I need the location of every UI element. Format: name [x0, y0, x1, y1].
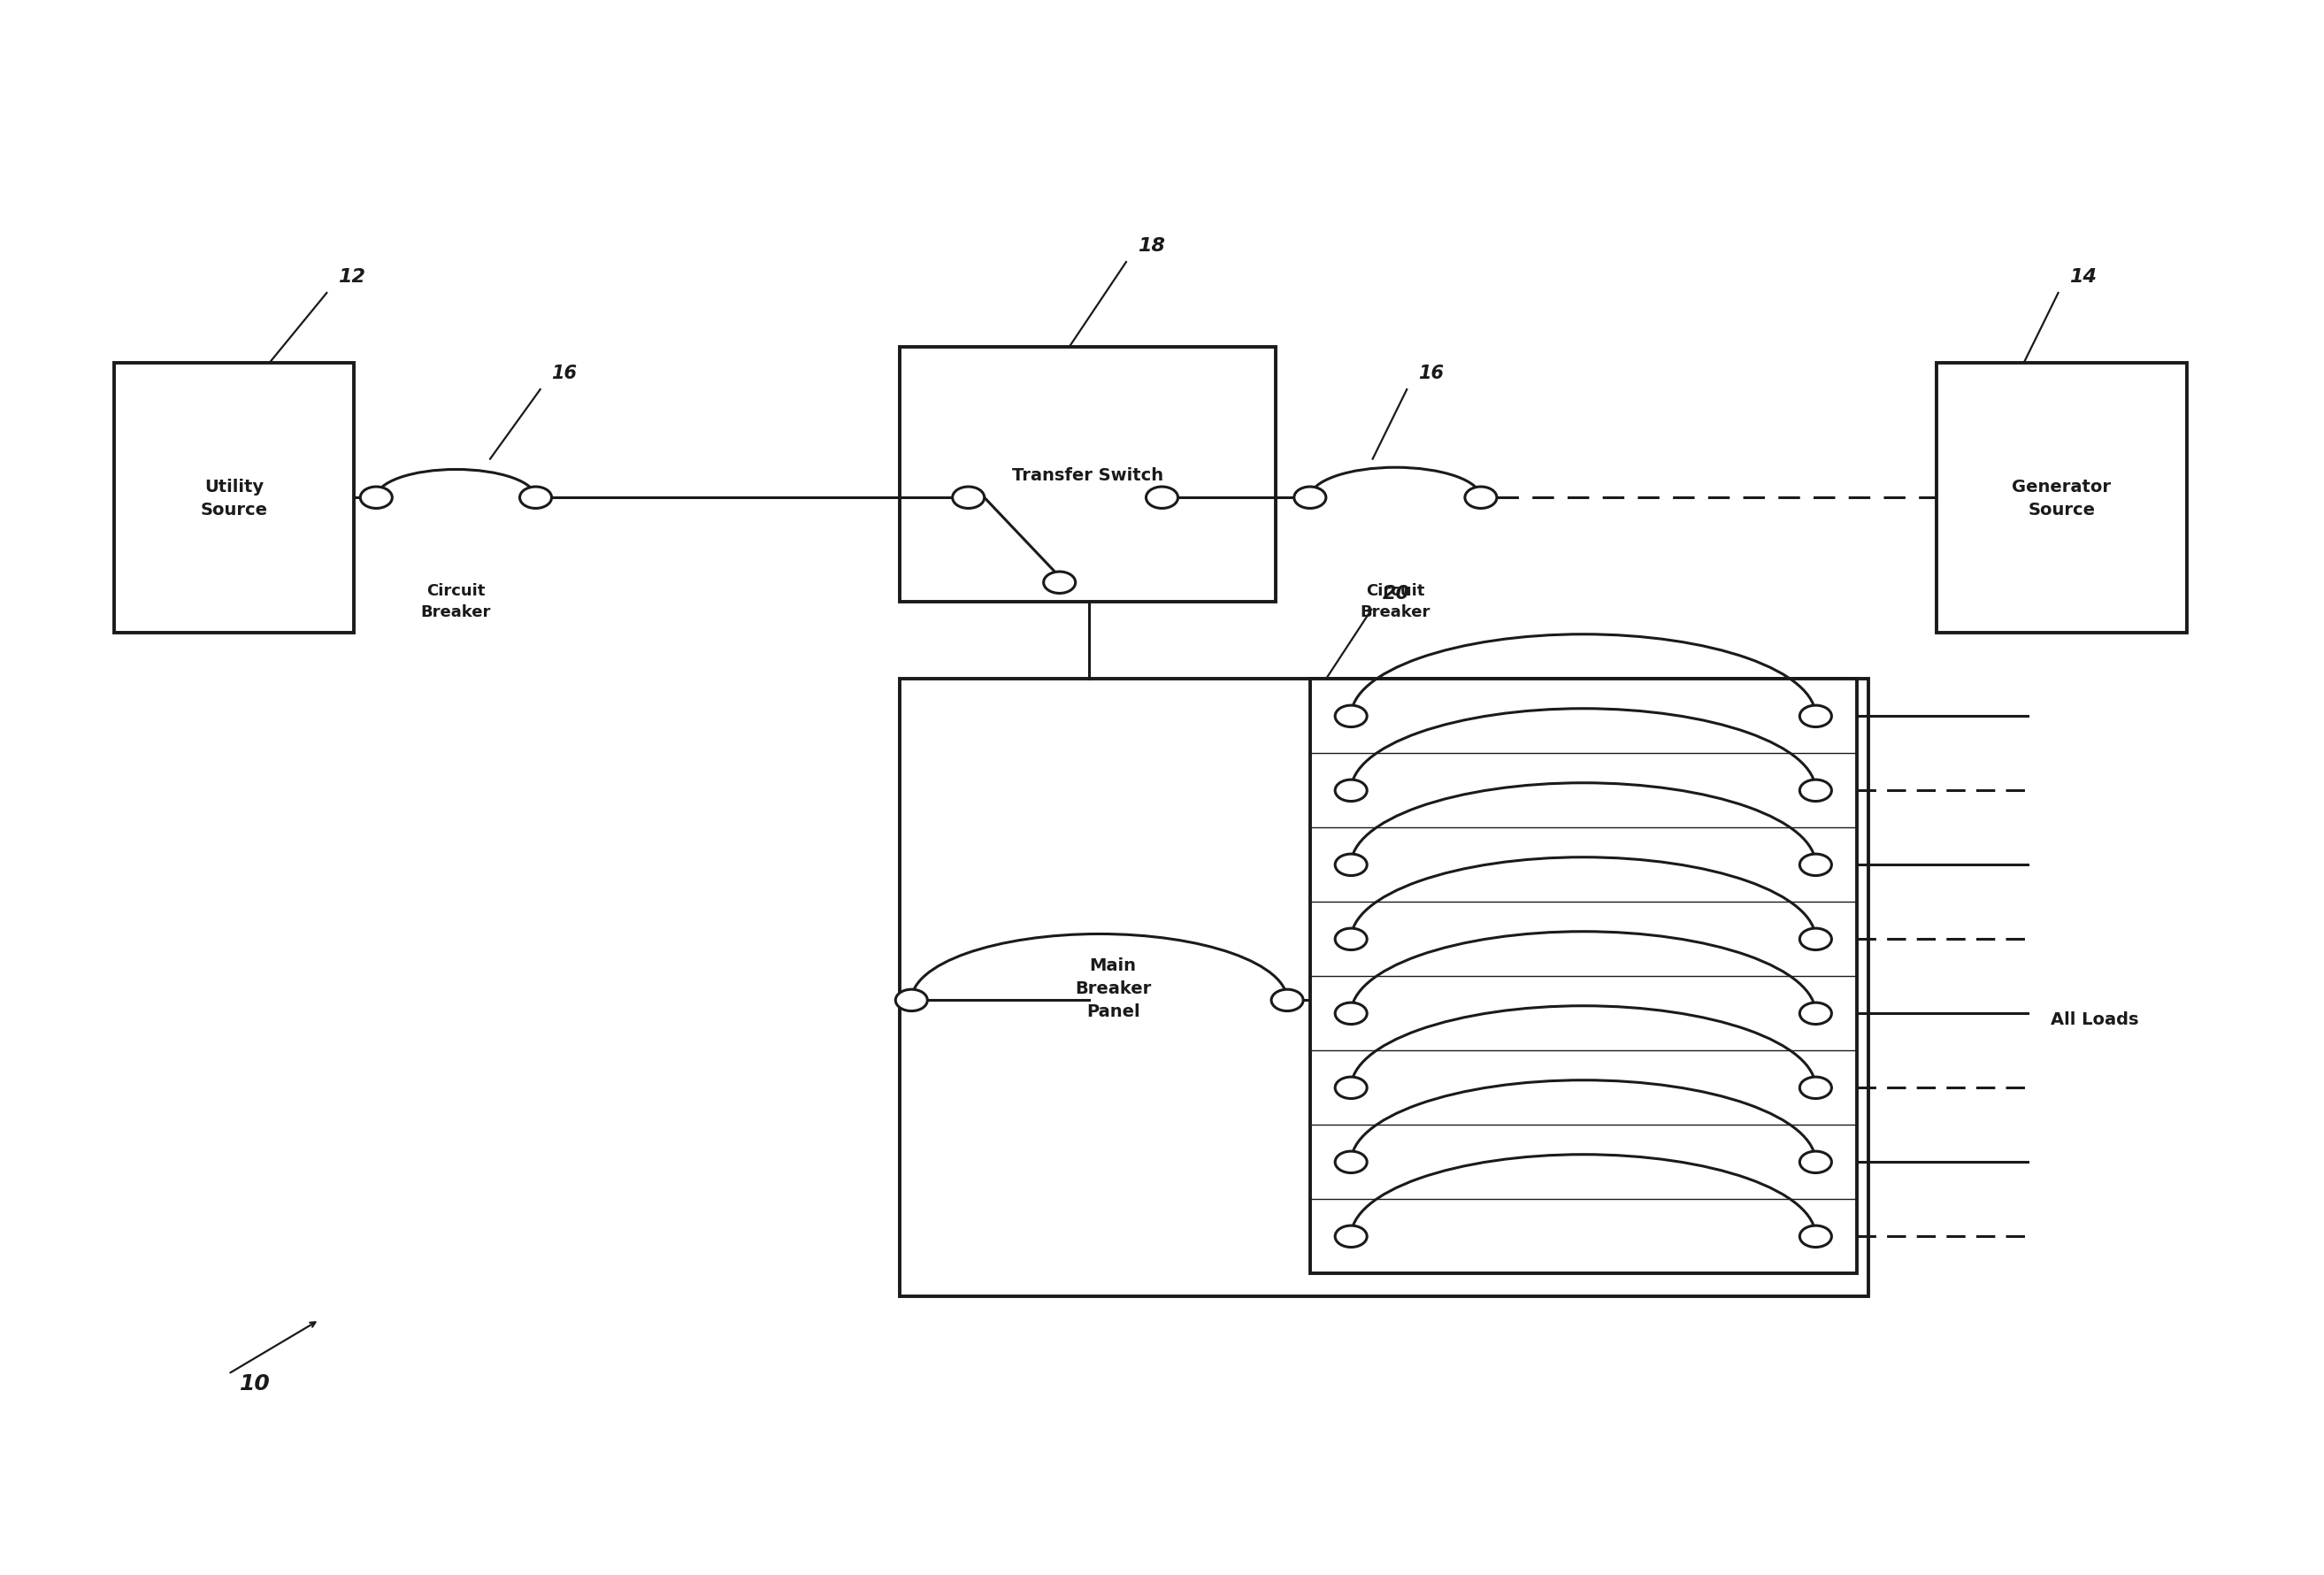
Circle shape — [1799, 1225, 1831, 1247]
Text: 16: 16 — [551, 365, 576, 383]
Circle shape — [1799, 706, 1831, 728]
Circle shape — [1043, 572, 1076, 594]
Circle shape — [1146, 487, 1178, 509]
Circle shape — [1294, 487, 1327, 509]
Circle shape — [1799, 854, 1831, 876]
Bar — [1311, 679, 1857, 1274]
Circle shape — [1334, 929, 1367, 950]
Circle shape — [1464, 487, 1497, 509]
Circle shape — [521, 487, 551, 509]
Circle shape — [1334, 1225, 1367, 1247]
Circle shape — [895, 989, 927, 1011]
Circle shape — [1799, 1151, 1831, 1173]
Text: All Loads: All Loads — [2050, 1011, 2138, 1027]
Circle shape — [1334, 706, 1367, 728]
Circle shape — [1334, 780, 1367, 802]
Circle shape — [360, 487, 393, 509]
Circle shape — [1799, 780, 1831, 802]
Circle shape — [1799, 929, 1831, 950]
Text: Generator
Source: Generator Source — [2013, 479, 2110, 518]
Circle shape — [1334, 1151, 1367, 1173]
Bar — [899, 348, 1276, 602]
Circle shape — [1799, 1003, 1831, 1024]
Bar — [114, 364, 353, 633]
Circle shape — [1334, 1003, 1367, 1024]
Circle shape — [953, 487, 985, 509]
Circle shape — [1334, 854, 1367, 876]
Text: Main
Breaker
Panel: Main Breaker Panel — [1076, 958, 1150, 1019]
Text: 18: 18 — [1136, 238, 1164, 255]
Text: Circuit
Breaker: Circuit Breaker — [1360, 583, 1432, 621]
Circle shape — [1271, 989, 1304, 1011]
Bar — [1936, 364, 2187, 633]
Text: Circuit
Breaker: Circuit Breaker — [421, 583, 490, 621]
Text: 20: 20 — [1383, 584, 1411, 602]
Text: Transfer Switch: Transfer Switch — [1013, 466, 1164, 484]
Text: 14: 14 — [2071, 268, 2096, 287]
Text: 12: 12 — [337, 268, 365, 287]
Circle shape — [1334, 1077, 1367, 1099]
Text: 16: 16 — [1418, 365, 1443, 383]
Text: Utility
Source: Utility Source — [200, 479, 267, 518]
Circle shape — [1799, 1077, 1831, 1099]
Text: 10: 10 — [239, 1373, 270, 1394]
Bar — [899, 679, 1868, 1296]
